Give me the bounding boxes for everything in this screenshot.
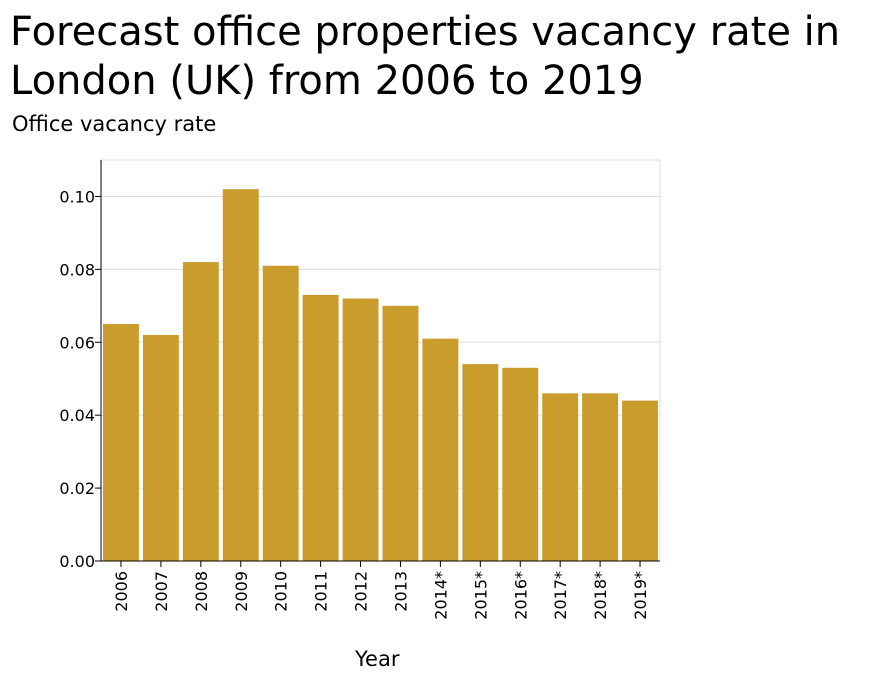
bar-2016-forecast: [502, 367, 539, 561]
y-tick-label: 0.02: [59, 479, 95, 498]
bar-2017-forecast: [542, 393, 579, 561]
x-tick-label: 2008: [192, 571, 211, 612]
bar-2008: [182, 262, 219, 561]
x-tick-labels: 2006 2007 2008 2009 2010 2011 2012 2013 2014* 201…: [112, 571, 650, 620]
bar-2015-forecast: [462, 364, 499, 561]
y-axis-label: Office vacancy rate: [12, 112, 217, 136]
y-tick-label: 0.08: [59, 260, 95, 279]
bar-2012: [342, 298, 379, 561]
y-tick-label: 0.00: [59, 552, 95, 571]
bar-2006: [103, 324, 139, 561]
x-tick-label: 2016*: [511, 571, 530, 620]
bar-2014-forecast: [422, 338, 459, 561]
x-tick-label: 2011: [312, 571, 331, 612]
bar-2007: [142, 334, 179, 561]
bar-2018-forecast: [582, 393, 619, 561]
y-tick-labels: 0.00 0.02 0.04 0.06 0.08 0.10: [59, 187, 95, 571]
x-tick-label: 2015*: [471, 571, 490, 620]
bar-2010: [262, 265, 299, 561]
x-tick-label: 2013: [391, 571, 410, 612]
x-axis-label: Year: [355, 647, 400, 671]
y-tick-label: 0.04: [59, 406, 95, 425]
axes: [95, 160, 660, 567]
x-tick-label: 2018*: [591, 571, 610, 620]
chart-title: Forecast office properties vacancy rate …: [10, 9, 841, 104]
y-tick-label: 0.06: [59, 333, 95, 352]
bar-2011: [302, 294, 339, 561]
x-tick-label: 2009: [232, 571, 251, 612]
bar-2019-forecast: [622, 400, 658, 561]
x-tick-label: 2010: [272, 571, 291, 612]
x-tick-label: 2006: [112, 571, 131, 612]
x-tick-label: 2017*: [551, 571, 570, 620]
y-tick-label: 0.10: [59, 187, 95, 206]
bar-2009: [222, 189, 259, 561]
bars: [103, 189, 658, 561]
x-tick-label: 2012: [352, 571, 371, 612]
x-tick-label: 2007: [152, 571, 171, 612]
x-tick-label: 2014*: [431, 571, 450, 620]
x-tick-label: 2019*: [631, 571, 650, 620]
bar-2013: [382, 305, 419, 561]
